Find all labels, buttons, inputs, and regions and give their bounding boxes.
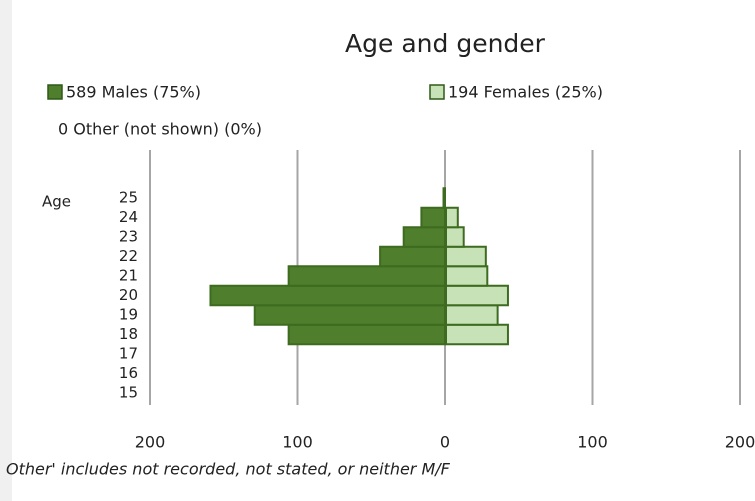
bar [445, 304, 499, 326]
bar [209, 284, 446, 307]
x-tick-label: 200 [725, 433, 755, 452]
legend-note: 0 Other (not shown) (0%) [58, 120, 262, 139]
y-tick-label: 22 [119, 247, 138, 265]
legend-label: 589 Males (75%) [66, 83, 201, 102]
legend-label: 194 Females (25%) [448, 83, 603, 102]
y-tick-label: 23 [119, 228, 138, 246]
x-tick-label: 0 [440, 433, 450, 452]
y-label: Age [42, 193, 71, 211]
side-strip [0, 0, 12, 501]
bar [445, 284, 509, 307]
bar [420, 206, 446, 229]
y-tick-label: 21 [119, 267, 138, 285]
y-tick-label: 18 [119, 325, 138, 343]
legend-swatch [429, 84, 445, 100]
bar [445, 226, 465, 248]
x-tick-label: 200 [135, 433, 166, 452]
y-tick-label: 17 [119, 345, 138, 363]
legend-swatch [47, 84, 63, 100]
y-tick-label: 24 [119, 208, 138, 226]
bar [287, 323, 446, 346]
bar [445, 323, 509, 346]
y-tick-label: 20 [119, 286, 138, 304]
bar [253, 304, 446, 326]
y-tick-label: 19 [119, 306, 138, 324]
x-tick-label: 100 [577, 433, 608, 452]
bar [402, 226, 447, 248]
bar [445, 206, 459, 229]
chart-title: Age and gender [345, 29, 546, 58]
y-tick-label: 15 [119, 384, 138, 402]
bar [287, 265, 446, 287]
bar [379, 245, 447, 268]
x-tick-label: 100 [282, 433, 313, 452]
y-tick-label: 25 [119, 189, 138, 207]
y-tick-label: 16 [119, 364, 138, 382]
bar [445, 245, 487, 268]
bar [442, 187, 446, 209]
footnote: Other' includes not recorded, not stated… [6, 460, 451, 479]
bar [445, 265, 489, 287]
